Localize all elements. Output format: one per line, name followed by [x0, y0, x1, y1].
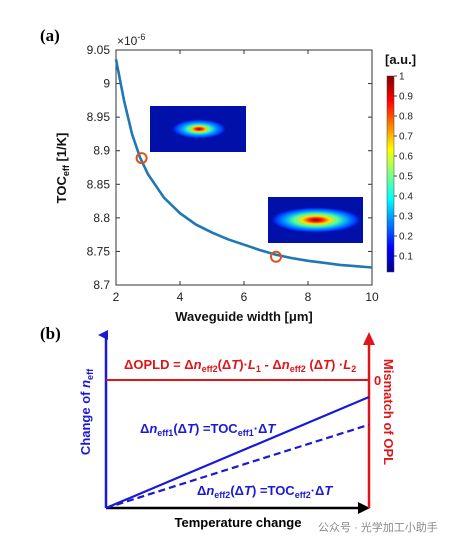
y-axis-label-a: TOCeff [1/K] [54, 133, 71, 204]
colorbar-tick-label: 0.7 [399, 132, 413, 143]
mode-profile-narrow [150, 106, 246, 152]
right-axis-arrow [363, 332, 375, 345]
colorbar: [a.u.] 1 0.9 0.8 0.7 0.6 0.5 0.4 0.3 0.2 0.1 [385, 52, 416, 273]
chart-b: 0 ΔOPLD = Δneff2(ΔT)·L1 - Δneff2 (ΔT) ·L… [78, 330, 396, 530]
x-tick-label: 6 [241, 290, 248, 304]
y-tick-label: 8.7 [93, 278, 110, 292]
colorbar-tick-label: 0.6 [399, 152, 413, 163]
highlight-markers [135, 152, 282, 263]
x-axis-label-a: Waveguide width [μm] [175, 309, 312, 324]
watermark: 公众号 · 光学加工小助手 [318, 520, 438, 534]
highlight-marker [135, 152, 148, 165]
colorbar-tick-label: 0.4 [399, 192, 413, 203]
colorbar-title: [a.u.] [385, 52, 416, 67]
colorbar-tick-label: 0.2 [399, 232, 413, 243]
legend-neff1: Δneff1(ΔT) =TOCeff1·ΔT [140, 421, 276, 438]
series-neff1-line [105, 395, 370, 510]
plot-area-a [115, 49, 373, 286]
mode-profile-wide [268, 197, 363, 243]
y-multiplier: ×10-6 [117, 32, 145, 48]
y-tick-label: 9.05 [87, 43, 111, 57]
opld-equation: ΔOPLD = Δneff2(ΔT)·L1 - Δneff2 (ΔT) ·L2 [124, 357, 356, 374]
bottom-axis-arrow [358, 502, 370, 514]
y-tick-label: 8.9 [93, 144, 110, 158]
y-tick-label: 9 [103, 77, 110, 91]
y-tick-label: 8.8 [93, 211, 110, 225]
x-ticks-a: 2 4 6 8 10 [113, 50, 379, 304]
x-axis-label-b: Temperature change [175, 515, 302, 530]
colorbar-tick-label: 0.3 [399, 212, 413, 223]
y-axis-label-left-b: Change of neff [78, 368, 95, 455]
legend-neff2: Δneff2(ΔT) =TOCeff2·ΔT [197, 483, 333, 500]
colorbar-tick-label: 1 [399, 72, 405, 83]
highlight-marker [270, 250, 282, 263]
y-axis-label-right-b: Mismatch of OPL [381, 359, 396, 465]
panel-b-label: (b) [40, 324, 61, 343]
colorbar-gradient [386, 75, 395, 273]
x-tick-label: 8 [305, 290, 312, 304]
x-tick-label: 2 [113, 290, 120, 304]
x-tick-label: 4 [177, 290, 184, 304]
colorbar-tick-label: 0.9 [399, 92, 413, 103]
y-tick-label: 8.75 [87, 244, 111, 258]
y-ticks-a: 8.7 8.75 8.8 8.85 8.9 8.95 9 9.05 [87, 43, 372, 292]
y-tick-label: 8.85 [87, 177, 111, 191]
colorbar-tick-label: 0.5 [399, 172, 413, 183]
zero-label: 0 [374, 373, 381, 388]
series-neff2-line [105, 423, 370, 510]
colorbar-tick-label: 0.1 [399, 252, 413, 263]
colorbar-tick-label: 0.8 [399, 112, 413, 123]
panel-a-label: (a) [40, 26, 60, 45]
x-tick-label: 10 [365, 290, 379, 304]
colorbar-ticks: 1 0.9 0.8 0.7 0.6 0.5 0.4 0.3 0.2 0.1 [394, 72, 413, 263]
y-tick-label: 8.95 [87, 110, 111, 124]
toc-curve [114, 59, 373, 269]
